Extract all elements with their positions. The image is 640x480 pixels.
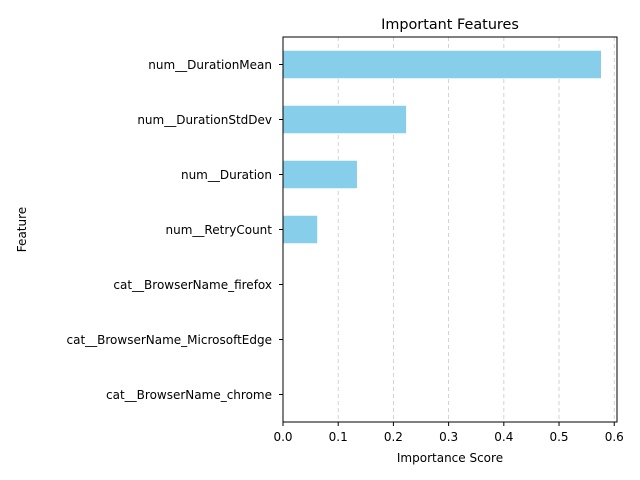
plot-frame	[282, 36, 618, 423]
x-tick-label: 0.3	[439, 430, 458, 444]
bar	[283, 160, 357, 189]
y-tick-label: cat__BrowserName_MicrosoftEdge	[67, 333, 273, 347]
bar	[283, 215, 318, 244]
y-axis-label: Feature	[15, 207, 29, 252]
y-tick-label: cat__BrowserName_chrome	[106, 388, 272, 402]
x-axis-label: Importance Score	[397, 451, 503, 465]
bar	[283, 105, 407, 134]
y-tick-label: num__DurationStdDev	[137, 113, 272, 127]
y-tick-label: cat__BrowserName_firefox	[113, 278, 272, 292]
bar	[283, 50, 601, 79]
y-tick-label: num__DurationMean	[148, 58, 272, 72]
y-tick-label: num__Duration	[181, 168, 272, 182]
x-tick-label: 0.0	[273, 430, 292, 444]
x-tick-label: 0.5	[549, 430, 568, 444]
y-axis-ticks: num__DurationMean num__DurationStdDev num_…	[67, 58, 283, 402]
chart-title: Important Features	[381, 17, 519, 33]
x-tick-label: 0.4	[494, 430, 513, 444]
x-tick-label: 0.2	[384, 430, 403, 444]
x-tick-label: 0.6	[605, 430, 624, 444]
x-axis-ticks: 0.0 0.1 0.2 0.3 0.4 0.5 0.6	[273, 422, 624, 444]
grid-lines	[282, 37, 615, 422]
bars	[283, 50, 601, 244]
y-tick-label: num__RetryCount	[166, 223, 273, 237]
x-tick-label: 0.1	[329, 430, 348, 444]
